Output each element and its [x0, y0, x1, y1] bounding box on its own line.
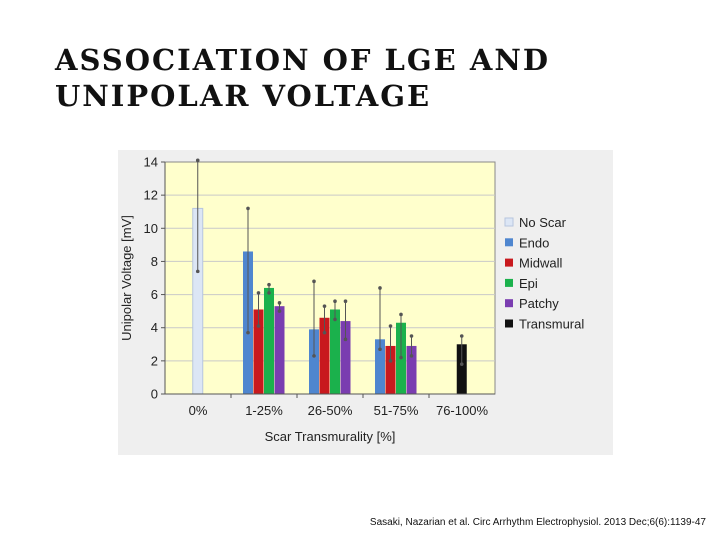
legend-label: Endo: [519, 235, 549, 250]
error-bar-cap: [246, 330, 250, 335]
error-bar-cap: [399, 355, 403, 360]
x-tick-label: 76-100%: [436, 403, 488, 418]
error-bar-cap: [267, 291, 271, 295]
y-tick-label: 10: [144, 221, 158, 236]
legend-label: Epi: [519, 276, 538, 291]
legend-swatch: [504, 217, 514, 227]
error-bar-cap: [277, 309, 282, 313]
error-bar-cap: [322, 330, 327, 335]
error-bar-cap: [256, 291, 261, 295]
error-bar-cap: [195, 158, 200, 163]
error-bar-cap: [399, 312, 403, 317]
error-bar-cap: [388, 324, 393, 328]
error-bar-cap: [277, 301, 282, 305]
error-bar-cap: [459, 362, 464, 366]
x-tick-label: 1-25%: [245, 403, 283, 418]
slide-title-line-2: UNIPOLAR VOLTAGE: [55, 79, 432, 113]
y-tick-label: 0: [151, 387, 158, 402]
y-axis-ticks: 0 2 4 6 8 10 12 14: [144, 155, 165, 402]
y-axis-label: Unipolar Voltage [mV]: [119, 215, 134, 341]
bar-endo: [375, 339, 385, 394]
x-axis-label: Scar Transmurality [%]: [265, 429, 396, 444]
citation: Sasaki, Nazarian et al. Circ Arrhythm El…: [369, 517, 706, 528]
y-tick-label: 6: [151, 287, 158, 302]
legend-swatch: [505, 319, 513, 328]
x-tick-label: 0%: [189, 403, 208, 418]
bar-patchy: [406, 345, 417, 394]
error-bar-cap: [388, 359, 393, 363]
y-tick-label: 14: [144, 155, 158, 170]
error-bar-cap: [246, 206, 250, 211]
error-bar-cap: [409, 334, 414, 338]
error-bar-cap: [343, 337, 348, 342]
error-bar-cap: [459, 334, 464, 338]
error-bar-cap: [378, 286, 382, 290]
legend-label: Transmural: [519, 317, 584, 332]
legend-swatch: [505, 238, 513, 247]
legend-label: Patchy: [519, 296, 559, 311]
error-bar-cap: [195, 269, 200, 274]
error-bar-cap: [256, 324, 261, 328]
error-bar-cap: [333, 299, 337, 304]
bar-midwall: [385, 345, 396, 394]
error-bar-cap: [343, 299, 348, 304]
error-bar-cap: [322, 304, 327, 308]
legend-swatch: [505, 258, 513, 267]
bar-transmural: [456, 344, 467, 394]
error-bar-cap: [409, 354, 414, 358]
error-bar-cap: [378, 347, 382, 352]
legend-label: Midwall: [519, 256, 562, 271]
slide-title-line-1: ASSOCIATION OF LGE AND: [55, 43, 551, 77]
error-bars: [195, 158, 464, 366]
y-tick-label: 4: [151, 320, 158, 335]
bar-epi: [264, 287, 274, 394]
slide-title: ASSOCIATION OF LGE AND UNIPOLAR VOLTAGE: [55, 42, 675, 114]
legend-swatch: [505, 299, 513, 308]
y-tick-label: 12: [144, 188, 158, 203]
x-tick-label: 26-50%: [308, 403, 353, 418]
error-bar-cap: [267, 282, 271, 287]
legend-swatch: [505, 278, 513, 287]
error-bar-cap: [312, 279, 316, 284]
bar-midwall: [253, 309, 264, 394]
y-tick-label: 8: [151, 254, 158, 269]
y-tick-label: 2: [151, 353, 158, 368]
legend-label: No Scar: [519, 215, 567, 230]
bar-patchy: [340, 321, 351, 394]
error-bar-cap: [333, 317, 337, 322]
bar-patchy: [274, 306, 285, 394]
bar-endo: [309, 329, 319, 394]
x-tick-label: 51-75%: [374, 403, 419, 418]
bar-epi: [330, 309, 340, 394]
x-axis-ticks: 0% 1-25% 26-50% 51-75% 76-100%: [189, 394, 488, 418]
error-bar-cap: [312, 354, 316, 358]
bar-midwall: [319, 317, 330, 394]
legend: No Scar Endo Midwall Epi Patchy Transmural: [504, 215, 584, 332]
